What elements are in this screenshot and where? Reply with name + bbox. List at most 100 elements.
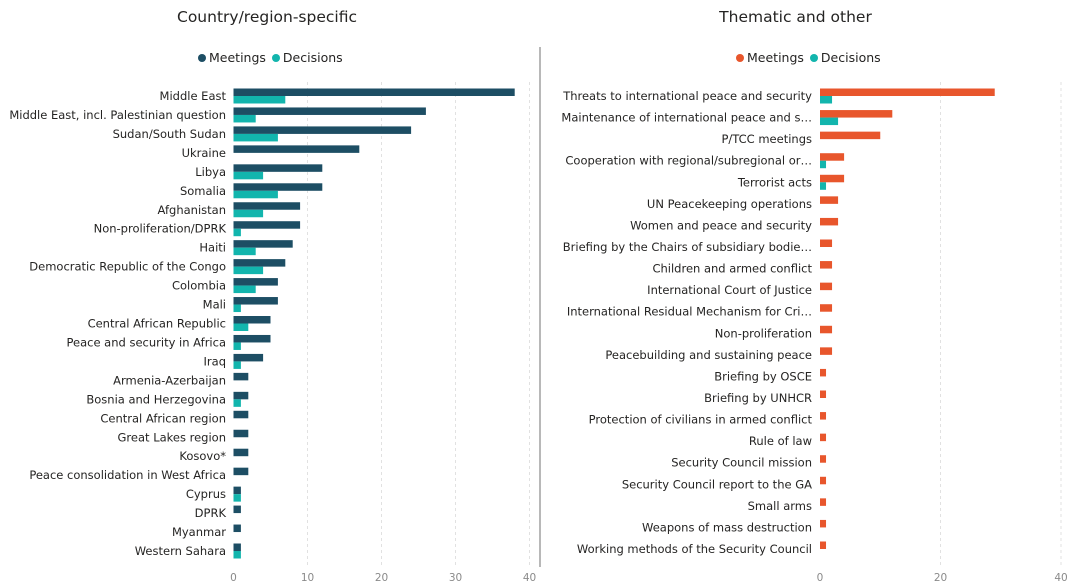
right-meetings-bar[interactable] [820, 239, 833, 248]
right-meetings-bar[interactable] [820, 153, 845, 161]
left-meetings-bar[interactable] [233, 126, 412, 134]
right-category-label: Protection of civilians in armed conflic… [589, 413, 813, 427]
right-decisions-bar[interactable] [820, 160, 827, 169]
right-legend-decisions[interactable]: Decisions [809, 50, 881, 65]
right-meetings-bar[interactable] [820, 368, 827, 377]
left-meetings-bar[interactable] [233, 278, 278, 286]
left-decisions-bar[interactable] [233, 96, 286, 104]
left-decisions-bar[interactable] [233, 285, 256, 294]
left-meetings-bar[interactable] [233, 543, 241, 552]
left-decisions-bar[interactable] [233, 171, 264, 180]
left-meetings-bar[interactable] [233, 372, 249, 381]
left-category-label: Central African Republic [88, 317, 226, 331]
panel-divider [539, 47, 541, 567]
right-meetings-bar[interactable] [820, 498, 827, 506]
left-decisions-bar[interactable] [233, 114, 256, 123]
right-meetings-bar[interactable] [820, 217, 839, 226]
right-meetings-bar[interactable] [820, 433, 827, 442]
right-category-label: International Residual Mechanism for Cri… [567, 305, 812, 319]
right-meetings-swatch [736, 53, 744, 62]
left-meetings-bar[interactable] [233, 259, 286, 267]
right-meetings-bar[interactable] [820, 347, 833, 355]
right-decisions-bar[interactable] [820, 182, 827, 190]
left-meetings-bar[interactable] [233, 145, 360, 153]
left-legend-decisions[interactable]: Decisions [271, 50, 343, 65]
right-meetings-bar[interactable] [820, 412, 827, 420]
left-decisions-bar[interactable] [233, 228, 241, 237]
left-meetings-bar[interactable] [233, 486, 241, 495]
left-decisions-bar[interactable] [233, 551, 241, 559]
left-decisions-bar[interactable] [233, 342, 241, 350]
left-meetings-bar[interactable] [233, 410, 249, 419]
left-meetings-bar[interactable] [233, 183, 323, 191]
right-meetings-bar[interactable] [820, 174, 845, 183]
left-meetings-bar[interactable] [233, 334, 271, 343]
right-legend: Meetings Decisions [736, 50, 887, 65]
right-meetings-bar[interactable] [820, 476, 827, 485]
left-category-label: Ukraine [182, 146, 226, 160]
right-category-label: Small arms [748, 499, 812, 513]
right-meetings-bar[interactable] [820, 88, 995, 97]
right-category-label: UN Peacekeeping operations [647, 197, 812, 211]
right-decisions-bar[interactable] [820, 96, 833, 104]
left-meetings-bar[interactable] [233, 391, 249, 400]
right-meetings-bar[interactable] [820, 131, 881, 140]
left-category-label: Sudan/South Sudan [113, 127, 226, 141]
left-category-label: Kosovo* [179, 449, 226, 463]
left-decisions-bar[interactable] [233, 247, 256, 256]
right-meetings-bar[interactable] [820, 110, 893, 118]
left-category-label: Mali [203, 298, 226, 312]
left-meetings-bar[interactable] [233, 240, 293, 248]
right-category-label: Security Council report to the GA [622, 477, 812, 491]
right-meetings-bar[interactable] [820, 390, 827, 399]
right-meetings-bar[interactable] [820, 541, 827, 550]
left-category-label: Libya [195, 165, 226, 179]
left-meetings-bar[interactable] [233, 448, 249, 457]
right-meetings-bar[interactable] [820, 455, 827, 463]
left-decisions-bar[interactable] [233, 266, 264, 275]
right-category-label: Briefing by OSCE [714, 369, 812, 383]
left-decisions-bar[interactable] [233, 399, 241, 407]
right-meetings-bar[interactable] [820, 282, 833, 291]
right-meetings-bar[interactable] [820, 261, 833, 269]
left-legend-meetings[interactable]: Meetings [198, 50, 266, 65]
right-meetings-bar[interactable] [820, 196, 839, 204]
right-chart-title: Thematic and other [719, 8, 872, 26]
left-meetings-bar[interactable] [233, 88, 515, 97]
right-decisions-bar[interactable] [820, 117, 839, 126]
left-decisions-bar[interactable] [233, 190, 278, 199]
left-meetings-bar[interactable] [233, 353, 264, 362]
left-meetings-bar[interactable] [233, 429, 249, 438]
left-decisions-bar[interactable] [233, 209, 264, 218]
right-meetings-bar[interactable] [820, 325, 833, 334]
left-meetings-bar[interactable] [233, 467, 249, 476]
left-meetings-bar[interactable] [233, 297, 278, 305]
left-category-label: Haiti [199, 241, 226, 255]
left-meetings-bar[interactable] [233, 107, 426, 115]
right-category-label: Working methods of the Security Council [577, 542, 812, 556]
left-decisions-bar[interactable] [233, 323, 249, 332]
left-decisions-bar[interactable] [233, 133, 278, 142]
right-legend-meetings[interactable]: Meetings [736, 50, 804, 65]
right-meetings-bar[interactable] [820, 519, 827, 528]
left-chart-title: Country/region-specific [177, 8, 357, 26]
left-meetings-bar[interactable] [233, 164, 323, 172]
left-category-label: Afghanistan [158, 203, 226, 217]
left-decisions-bar[interactable] [233, 304, 241, 313]
left-meetings-bar[interactable] [233, 202, 301, 210]
right-category-label: Weapons of mass destruction [642, 520, 812, 534]
left-meetings-bar[interactable] [233, 221, 301, 229]
thematic-panel: Thematic and other Meetings Decisions 0 2… [540, 0, 1073, 584]
right-meetings-bar[interactable] [820, 304, 833, 312]
right-category-label: Children and armed conflict [652, 262, 812, 276]
left-meetings-bar[interactable] [233, 316, 271, 324]
left-category-label: Non-proliferation/DPRK [94, 222, 227, 236]
left-x-tick-label: 10 [301, 572, 314, 584]
left-decisions-bar[interactable] [233, 494, 241, 502]
left-meetings-bar[interactable] [233, 505, 241, 514]
left-meetings-bar[interactable] [233, 524, 241, 533]
left-decisions-bar[interactable] [233, 361, 241, 369]
left-category-label: Bosnia and Herzegovina [86, 392, 226, 406]
left-category-label: Iraq [204, 354, 226, 368]
